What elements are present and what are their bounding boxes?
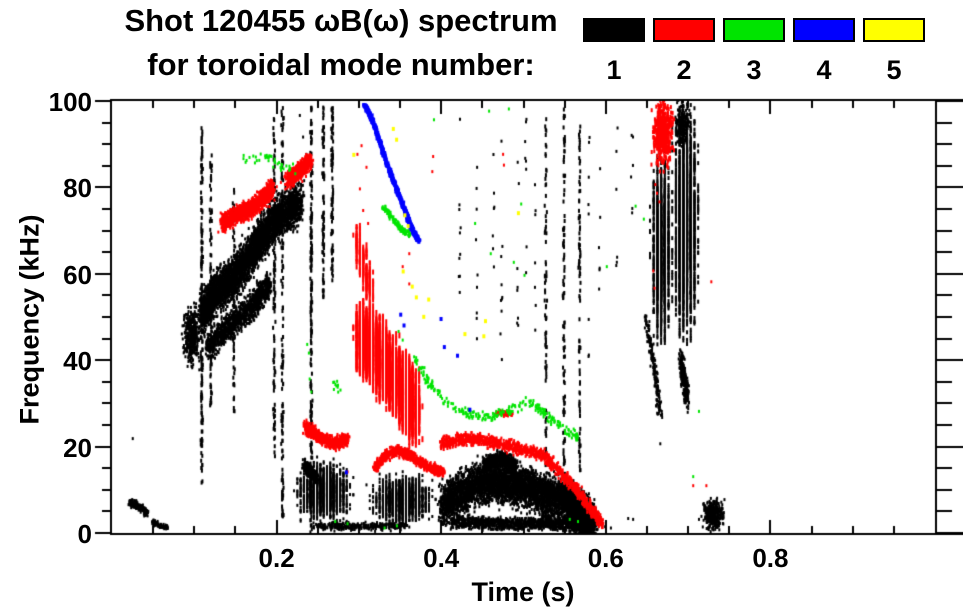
legend-swatch-mode-3 (723, 18, 785, 42)
y-tick-label: 20 (63, 432, 92, 463)
legend-swatch-mode-1 (583, 18, 645, 42)
x-tick-label: 0.4 (423, 543, 460, 573)
legend-label-mode-2: 2 (676, 55, 692, 85)
x-axis-title: Time (s) (471, 577, 575, 607)
y-tick-label: 0 (77, 519, 92, 549)
legend-swatch-mode-5 (863, 18, 925, 42)
chart-title-line1: Shot 120455 ωB(ω) spectrum (124, 3, 558, 38)
legend-label-mode-3: 3 (746, 55, 762, 85)
x-tick-label: 0.6 (587, 543, 624, 573)
legend-label-mode-5: 5 (886, 55, 902, 85)
legend-label-mode-1: 1 (606, 55, 622, 85)
x-tick-label: 0.8 (752, 543, 789, 573)
y-tick-label: 80 (63, 173, 92, 204)
legend-swatch-mode-2 (653, 18, 715, 42)
chart-title-line2: for toroidal mode number: (147, 47, 535, 82)
y-tick-label: 40 (63, 346, 92, 377)
legend-swatch-mode-4 (793, 18, 855, 42)
legend-label-mode-4: 4 (816, 55, 832, 85)
y-tick-label: 100 (48, 87, 92, 117)
y-tick-label: 60 (63, 259, 92, 290)
x-tick-label: 0.2 (258, 543, 295, 573)
y-axis-title: Frequency (kHz) (14, 214, 45, 425)
legend: 1 2 3 4 5 (583, 18, 943, 90)
